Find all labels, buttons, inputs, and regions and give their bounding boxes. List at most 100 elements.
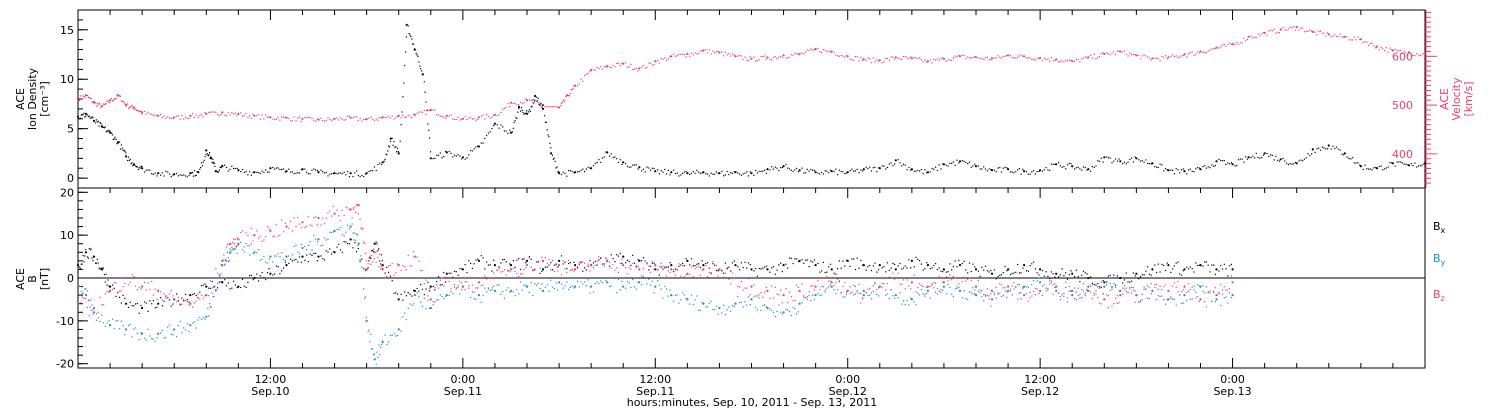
bx-sample xyxy=(163,300,165,302)
velocity-sample xyxy=(801,52,803,54)
bx-sample xyxy=(87,257,89,259)
bz-sample xyxy=(416,256,418,258)
bx-sample xyxy=(274,273,276,275)
density-sample xyxy=(756,172,758,174)
velocity-sample xyxy=(136,109,138,111)
bz-sample xyxy=(692,276,694,278)
bz-sample xyxy=(202,297,204,299)
bx-sample xyxy=(1061,268,1063,270)
bx-sample xyxy=(177,300,179,302)
by-sample xyxy=(233,248,236,250)
velocity-sample xyxy=(402,114,404,116)
bx-sample xyxy=(1122,282,1124,284)
bx-sample xyxy=(245,286,247,288)
bx-sample xyxy=(1227,275,1229,277)
velocity-sample xyxy=(1198,52,1200,54)
density-point xyxy=(798,169,801,172)
by-sample xyxy=(929,297,931,299)
velocity-sample xyxy=(699,50,701,52)
bz-sample xyxy=(897,272,899,274)
bx-sample xyxy=(268,268,270,270)
velocity-sample xyxy=(361,120,363,122)
velocity-sample xyxy=(1391,49,1393,51)
density-sample xyxy=(1378,165,1380,168)
bz-sample xyxy=(1195,297,1197,299)
density-sample xyxy=(1271,154,1273,156)
density-sample xyxy=(437,154,440,156)
bz-sample xyxy=(275,223,277,225)
velocity-sample xyxy=(423,109,425,112)
bz-point xyxy=(894,276,897,280)
velocity-sample xyxy=(1401,52,1403,54)
bx-sample xyxy=(1111,286,1113,288)
velocity-point xyxy=(1199,50,1202,53)
density-sample xyxy=(532,99,534,101)
by-sample xyxy=(475,298,477,300)
bx-sample xyxy=(249,274,251,277)
bx-point xyxy=(125,302,128,305)
by-sample xyxy=(300,243,302,245)
velocity-point xyxy=(445,114,448,117)
density-sample xyxy=(1362,168,1364,171)
density-sample xyxy=(1417,165,1420,167)
by-sample xyxy=(1118,290,1120,292)
bx-sample xyxy=(122,294,124,296)
density-sample xyxy=(373,166,375,168)
density-sample xyxy=(1188,169,1190,171)
bx-sample xyxy=(792,263,794,265)
density-sample xyxy=(220,167,222,169)
density-sample xyxy=(690,172,693,174)
velocity-sample xyxy=(183,118,185,120)
by-sample xyxy=(801,302,803,304)
bx-sample xyxy=(154,307,156,309)
bz-point xyxy=(670,268,673,271)
by-sample xyxy=(1129,286,1131,288)
velocity-sample xyxy=(1355,39,1357,41)
bz-sample xyxy=(183,299,185,301)
bz-sample xyxy=(455,288,457,290)
bz-sample xyxy=(127,284,130,286)
density-sample xyxy=(193,170,195,172)
velocity-point xyxy=(1071,60,1074,63)
density-sample xyxy=(894,163,896,165)
by-sample xyxy=(862,297,864,299)
by-sample xyxy=(140,332,142,334)
by-sample xyxy=(429,307,431,309)
bx-point xyxy=(509,264,513,267)
bz-sample xyxy=(291,230,293,232)
bx-sample xyxy=(967,272,969,274)
density-sample xyxy=(1106,156,1108,158)
by-sample xyxy=(965,297,967,300)
by-sample xyxy=(1191,298,1193,300)
bx-sample xyxy=(1043,275,1045,277)
bz-sample xyxy=(666,275,668,277)
bx-sample xyxy=(1063,275,1065,277)
bx-sample xyxy=(1068,274,1070,276)
density-point xyxy=(894,159,897,162)
density-sample xyxy=(1025,171,1028,173)
bx-sample xyxy=(997,275,999,278)
density-sample xyxy=(673,169,675,171)
bz-sample xyxy=(835,282,837,284)
bz-sample xyxy=(664,266,666,268)
velocity-sample xyxy=(177,115,179,117)
by-sample xyxy=(1159,295,1161,297)
bx-sample xyxy=(432,285,434,287)
bz-sample xyxy=(724,272,726,274)
density-sample xyxy=(1241,158,1243,160)
bx-sample xyxy=(384,272,386,274)
by-point xyxy=(894,294,897,297)
bx-sample xyxy=(311,254,313,256)
density-sample xyxy=(1045,167,1047,169)
bz-sample xyxy=(111,288,114,291)
density-sample xyxy=(520,107,522,109)
bz-sample xyxy=(997,293,999,295)
bz-sample xyxy=(1220,283,1222,286)
bx-sample xyxy=(858,267,860,269)
bx-sample xyxy=(119,296,121,298)
density-sample xyxy=(1278,160,1281,162)
velocity-point xyxy=(365,118,368,121)
velocity-point xyxy=(1311,30,1314,33)
bx-sample xyxy=(241,278,244,280)
bx-sample xyxy=(977,270,979,272)
